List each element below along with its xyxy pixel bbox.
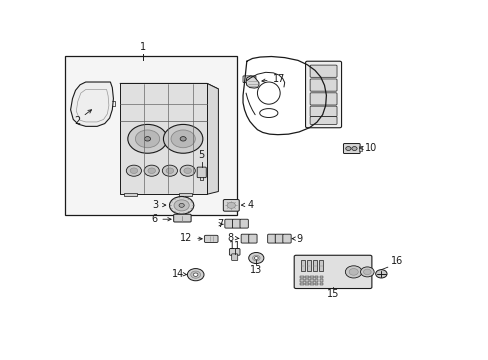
Text: 17: 17 (262, 74, 285, 84)
Circle shape (171, 130, 195, 148)
Bar (319, 279, 323, 282)
FancyBboxPatch shape (173, 214, 191, 222)
FancyBboxPatch shape (197, 167, 206, 177)
Polygon shape (70, 82, 113, 126)
FancyBboxPatch shape (309, 65, 336, 77)
Text: 5: 5 (198, 150, 204, 160)
Bar (319, 283, 323, 285)
Circle shape (162, 165, 177, 176)
FancyBboxPatch shape (248, 234, 257, 243)
Circle shape (169, 197, 193, 214)
Polygon shape (120, 84, 218, 89)
Text: 4: 4 (241, 199, 253, 210)
Bar (309, 279, 313, 282)
FancyBboxPatch shape (241, 234, 249, 243)
Bar (65, 56, 237, 215)
Circle shape (252, 255, 260, 261)
FancyBboxPatch shape (343, 144, 359, 153)
FancyBboxPatch shape (305, 61, 341, 128)
Circle shape (130, 168, 138, 174)
Circle shape (190, 271, 200, 278)
Bar (304, 283, 308, 285)
Bar (304, 276, 308, 278)
FancyBboxPatch shape (294, 255, 371, 288)
Circle shape (174, 200, 189, 211)
Text: 15: 15 (326, 289, 339, 300)
Text: 7: 7 (217, 219, 223, 229)
FancyBboxPatch shape (204, 235, 218, 243)
Circle shape (348, 269, 358, 275)
FancyBboxPatch shape (231, 254, 237, 261)
Circle shape (135, 130, 159, 148)
FancyBboxPatch shape (223, 199, 239, 211)
Text: 13: 13 (250, 265, 262, 275)
FancyBboxPatch shape (232, 219, 240, 228)
Bar (309, 283, 313, 285)
Polygon shape (206, 84, 218, 194)
Text: 10: 10 (359, 143, 377, 153)
Text: 6: 6 (151, 214, 171, 224)
Text: 9: 9 (291, 234, 302, 244)
Circle shape (127, 125, 167, 153)
FancyBboxPatch shape (309, 79, 336, 91)
FancyBboxPatch shape (309, 106, 336, 117)
Bar (314, 276, 318, 278)
Bar (299, 276, 303, 278)
Polygon shape (120, 84, 206, 194)
Polygon shape (245, 76, 259, 88)
Text: 12: 12 (180, 233, 202, 243)
Circle shape (166, 168, 173, 174)
Circle shape (351, 147, 356, 150)
Bar (300, 260, 305, 271)
FancyBboxPatch shape (275, 234, 283, 243)
FancyBboxPatch shape (309, 117, 336, 125)
Bar (178, 193, 191, 197)
Circle shape (126, 165, 141, 176)
Bar (299, 279, 303, 282)
Bar (123, 193, 137, 197)
Bar (312, 260, 317, 271)
Circle shape (180, 165, 195, 176)
Bar (314, 283, 318, 285)
Circle shape (147, 168, 155, 174)
Text: 16: 16 (390, 256, 402, 266)
Bar (358, 146, 361, 151)
Circle shape (360, 267, 373, 277)
Text: 2: 2 (74, 110, 91, 126)
Circle shape (345, 147, 350, 150)
Circle shape (179, 203, 184, 207)
Bar (304, 279, 308, 282)
Circle shape (144, 136, 150, 141)
Circle shape (226, 202, 235, 208)
Circle shape (187, 269, 203, 281)
Text: 14: 14 (172, 269, 187, 279)
FancyBboxPatch shape (282, 234, 290, 243)
Circle shape (254, 257, 258, 260)
Bar (299, 283, 303, 285)
Bar (318, 260, 323, 271)
Text: 8: 8 (226, 233, 239, 243)
Bar (319, 276, 323, 278)
Circle shape (183, 168, 191, 174)
Text: 3: 3 (152, 200, 165, 210)
Circle shape (345, 266, 361, 278)
Bar (306, 260, 311, 271)
FancyBboxPatch shape (229, 249, 240, 255)
Circle shape (375, 270, 386, 278)
Circle shape (163, 125, 203, 153)
FancyBboxPatch shape (240, 219, 248, 228)
Circle shape (193, 273, 198, 276)
FancyBboxPatch shape (267, 234, 275, 243)
Bar (314, 279, 318, 282)
FancyBboxPatch shape (309, 93, 336, 105)
Circle shape (248, 252, 264, 264)
Circle shape (180, 136, 186, 141)
Bar (309, 276, 313, 278)
Text: 11: 11 (228, 241, 240, 251)
Circle shape (363, 269, 370, 275)
Circle shape (144, 165, 159, 176)
FancyBboxPatch shape (224, 219, 233, 228)
Text: 1: 1 (139, 42, 145, 52)
